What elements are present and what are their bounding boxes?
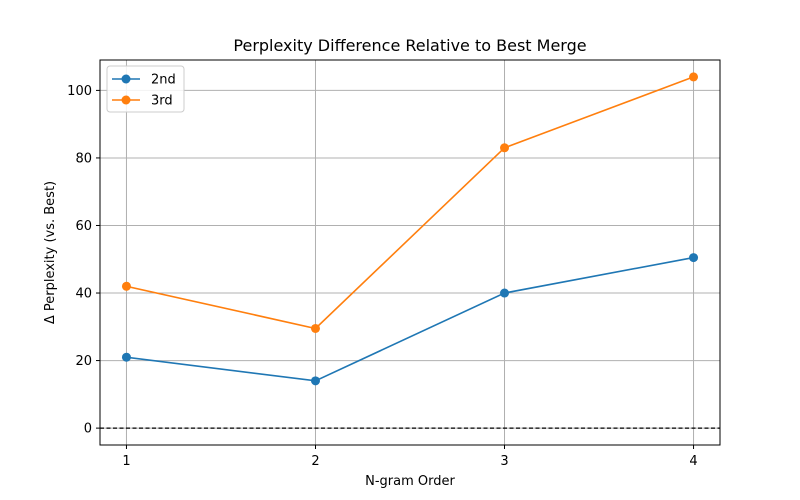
legend-swatch-marker [121,95,131,105]
data-point [121,352,131,362]
y-tick-label: 0 [84,422,92,437]
y-tick-label: 60 [75,219,92,234]
series-2nd [121,253,699,386]
y-tick-label: 100 [67,84,92,99]
x-tick-label: 1 [122,454,130,469]
x-tick-label: 3 [500,454,508,469]
y-axis-label: Δ Perplexity (vs. Best) [43,181,58,324]
series-group [121,72,699,386]
x-tick-label: 2 [311,454,319,469]
data-point [310,323,320,333]
legend-swatch-marker [121,74,131,84]
x-axis-label: N-gram Order [365,474,455,489]
series-line [126,76,694,330]
grid [100,60,720,445]
y-tick-label: 80 [75,151,92,166]
data-point [689,253,699,263]
legend-label: 3rd [151,94,173,109]
x-tick-label: 4 [689,454,697,469]
series-3rd [121,72,699,333]
legend-label: 2nd [151,73,176,88]
y-tick-label: 20 [75,354,92,369]
plot-frame [99,59,721,446]
data-point [500,143,510,153]
data-point [121,281,131,291]
data-point [500,288,510,298]
y-axis-ticks: 0 20 40 60 80 100 [67,84,100,437]
chart-title: Perplexity Difference Relative to Best M… [233,36,586,55]
data-point [310,376,320,386]
y-tick-label: 40 [75,287,92,302]
series-line [126,256,694,382]
data-point [689,72,699,82]
x-axis-ticks: 1 2 3 4 [122,445,698,469]
